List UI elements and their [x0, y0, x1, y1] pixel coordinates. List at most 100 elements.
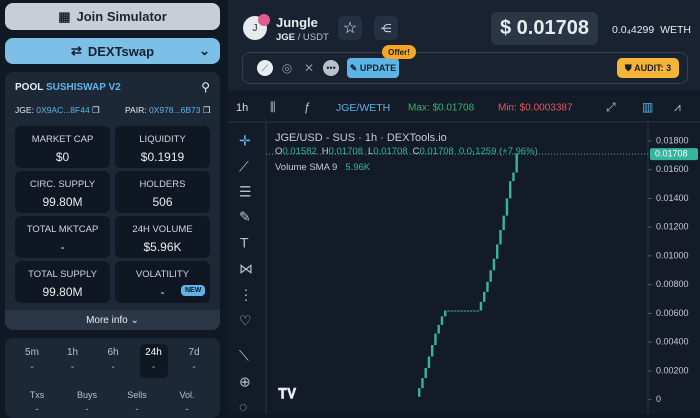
more-info[interactable]: More info ⌄ — [5, 310, 220, 330]
audit-button[interactable]: ⛊ AUDIT: 3 — [617, 58, 679, 78]
swap-button[interactable]: ⇄ DEXTswap ⌄ — [5, 38, 220, 64]
candle — [502, 215, 505, 231]
txn-value: - — [135, 404, 139, 414]
stat-card: MARKET CAP $0 — [15, 126, 110, 168]
fib-tool[interactable]: ☰ — [239, 184, 252, 200]
offer-badge: Offer! — [382, 45, 416, 59]
candle — [489, 270, 492, 282]
interval[interactable]: 1h — [236, 102, 248, 114]
timeframe-tab[interactable]: 5m — [25, 347, 39, 358]
brush-tool[interactable]: ✎ — [239, 209, 251, 225]
globe-icon[interactable]: ◎ — [281, 61, 293, 75]
pattern-tool[interactable]: ⋈ — [239, 261, 253, 277]
pair-toggle[interactable]: JGE/WETH — [336, 102, 390, 114]
favorite-tool[interactable]: ♡ — [239, 313, 252, 329]
max-price: Max: $0.01708 — [408, 103, 475, 114]
stat-value: 99.80M — [42, 195, 83, 209]
y-tick-label: 0.01600 — [656, 164, 689, 174]
candle-icon[interactable]: ⫼ — [270, 100, 276, 114]
y-tick-label: 0 — [656, 394, 661, 404]
ohlc-key: H — [322, 146, 329, 157]
y-tick-label: 0.01200 — [656, 222, 689, 232]
icon: ⇄ — [70, 43, 82, 58]
timeframe-tab[interactable]: 24h — [145, 347, 162, 358]
candle — [505, 198, 509, 216]
candle — [486, 281, 489, 292]
stat-value: $0.1919 — [140, 150, 185, 164]
crosshair-tool[interactable]: ✛ — [239, 133, 251, 149]
more-info-label: More info — [86, 314, 128, 326]
trendline-tool[interactable]: ⟋ — [239, 159, 249, 175]
binoculars-icon[interactable]: ⚲ — [201, 80, 210, 94]
ohlc-value: 0.01582 — [282, 146, 316, 157]
fullscreen-icon[interactable]: ⤢ — [605, 100, 616, 114]
candle — [483, 291, 486, 302]
pool-panel: POOL SUSHISWAP V2 ⚲ JGE: 0X9AC...8F44 ❐ … — [5, 72, 220, 330]
candle — [440, 316, 444, 325]
pool-exchange: SUSHISWAP V2 — [45, 82, 121, 93]
timeframe-tab[interactable]: 7d — [188, 347, 200, 358]
stats-panel: 5m - 1h - 6h - 24h - 7d - Txs - Buys - Sells - Vol. - — [5, 338, 220, 418]
pool-label: POOL — [15, 82, 44, 93]
stat-card: LIQUIDITY $0.1919 — [115, 126, 210, 168]
y-tick-label: 0.01400 — [656, 193, 689, 203]
candle — [496, 244, 499, 259]
y-tick-label: 0.00800 — [656, 279, 689, 289]
audit-label: AUDIT: 3 — [634, 63, 672, 73]
header: J Jungle JGE / USDT ☆ ⋲ $ 0.01708 0.0₄42… — [228, 0, 700, 90]
pair-address[interactable]: PAIR: 0X978...6B73 ❐ — [125, 105, 211, 115]
candle — [437, 324, 440, 334]
token-address[interactable]: JGE: 0X9AC...8F44 ❐ — [15, 105, 100, 115]
token-address-value: 0X9AC...8F44 — [36, 105, 90, 115]
stat-value: 99.80M — [42, 285, 83, 299]
txn-label: Sells — [127, 390, 147, 400]
chain-logo — [258, 14, 270, 26]
chart-type-icon[interactable]: ▥ — [642, 100, 653, 114]
share-button[interactable]: ⋲ — [374, 16, 398, 40]
ohlc-key: L — [368, 146, 373, 157]
x-icon[interactable]: ✕ — [303, 61, 315, 75]
timeframe-tab[interactable]: 1h — [66, 347, 79, 358]
stat-value: $5.96K — [143, 240, 182, 254]
candle — [444, 310, 447, 317]
magnet-tool[interactable]: ◌ — [239, 399, 247, 414]
ruler-tool[interactable]: ⟍ — [239, 348, 249, 364]
favorite-button[interactable]: ☆ — [338, 16, 362, 40]
last-price-label: 0.01708 — [655, 149, 688, 159]
token-pair: JGE / USDT — [276, 32, 329, 43]
last-price-box — [650, 148, 698, 161]
y-tick-label: 0.00600 — [656, 308, 689, 318]
stat-label: LIQUIDITY — [139, 134, 186, 145]
timeframe-value: - — [111, 362, 115, 373]
native-unit: WETH — [660, 24, 692, 36]
candle — [450, 310, 453, 312]
chevron: ⌄ — [199, 43, 210, 58]
prediction-tool[interactable]: ⋮ — [239, 287, 253, 303]
update-button[interactable]: ✎ UPDATE — [347, 58, 399, 78]
more-icon[interactable]: ••• — [323, 60, 339, 76]
token-label: JGE: — [15, 105, 34, 115]
join-button[interactable]: ▦ Join Simulator — [5, 3, 220, 30]
timeframe-value: - — [192, 362, 196, 373]
candle — [421, 378, 424, 389]
website-icon[interactable]: ⟋ — [257, 60, 273, 76]
candle — [479, 301, 483, 311]
ohlc-key: C — [413, 146, 420, 157]
txn-label: Vol. — [179, 390, 195, 400]
ohlc-value: 0.01708 — [329, 146, 363, 157]
drawing-tools: ✛ ⟋ ☰ ✎ T ⋈ ⋮ ♡ ⟍ ⊕ ◌ — [239, 133, 253, 414]
chart-bg — [228, 90, 700, 414]
new-badge: NEW — [181, 285, 206, 296]
candle — [447, 310, 450, 312]
timeframe-value: - — [30, 362, 34, 373]
zoom-tool[interactable]: ⊕ — [239, 374, 251, 390]
stat-value: $0 — [55, 150, 70, 164]
text-tool[interactable]: T — [240, 235, 249, 251]
y-tick-label: 0.00400 — [656, 337, 689, 347]
price: $ 0.01708 — [491, 12, 598, 45]
indicator-icon[interactable]: ƒ — [304, 100, 311, 114]
token-symbol: JGE — [276, 32, 296, 43]
timeframe-tab[interactable]: 6h — [107, 347, 119, 358]
line-chart-icon[interactable]: ⩘ — [674, 100, 681, 114]
